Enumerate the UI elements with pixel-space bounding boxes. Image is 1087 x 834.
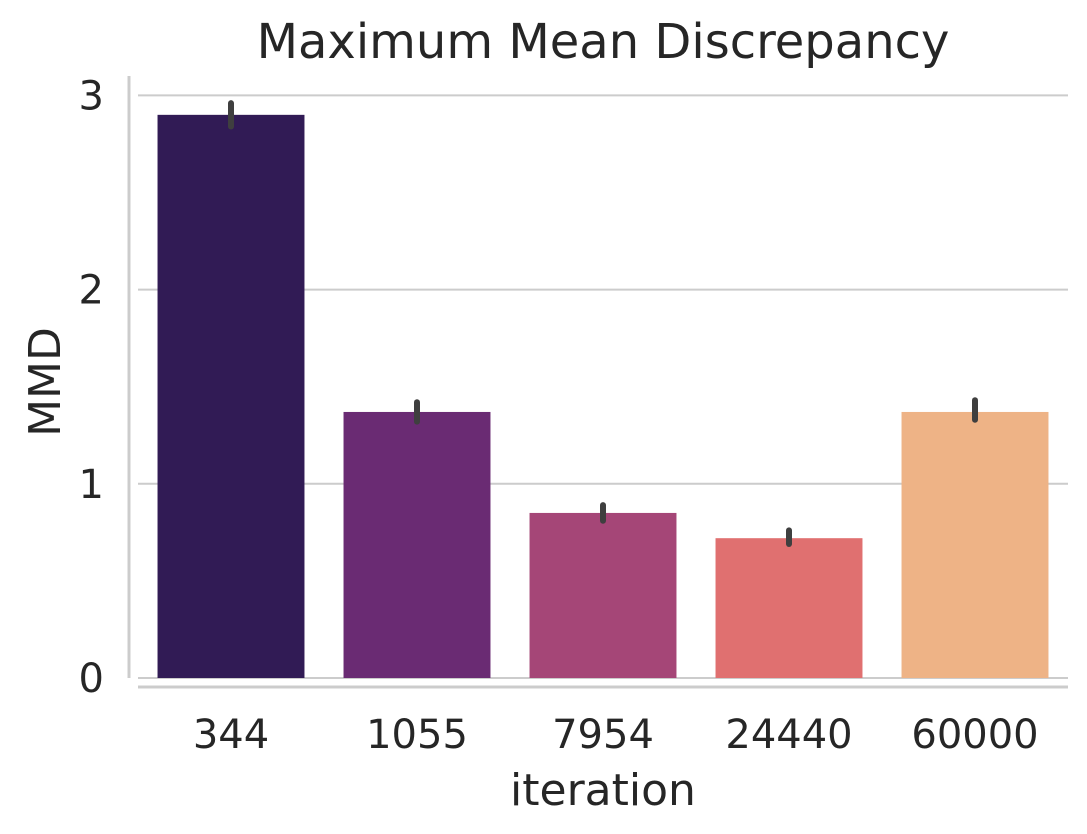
- chart-title: Maximum Mean Discrepancy: [257, 14, 950, 70]
- y-tick-label: 3: [79, 73, 104, 119]
- y-tick-labels: 0 1 2 3: [79, 73, 104, 702]
- bar: [901, 411, 1049, 678]
- y-tick-label: 2: [79, 268, 104, 314]
- x-tick-labels: 344 1055 7954 24440 60000: [193, 712, 1039, 758]
- bar: [715, 538, 863, 678]
- y-tick-label: 1: [79, 462, 104, 508]
- y-axis-label: MMD: [20, 327, 71, 437]
- x-tick-label: 24440: [725, 712, 852, 758]
- x-tick-label: 7954: [552, 712, 654, 758]
- bar-layer: [157, 114, 1049, 679]
- x-tick-label: 60000: [911, 712, 1038, 758]
- y-tick-label: 0: [79, 656, 104, 702]
- error-layer: [228, 100, 978, 548]
- bar: [157, 114, 305, 679]
- x-axis-label: iteration: [510, 765, 696, 816]
- bar: [343, 411, 491, 678]
- bar: [529, 512, 677, 678]
- x-tick-label: 344: [193, 712, 269, 758]
- x-tick-label: 1055: [366, 712, 468, 758]
